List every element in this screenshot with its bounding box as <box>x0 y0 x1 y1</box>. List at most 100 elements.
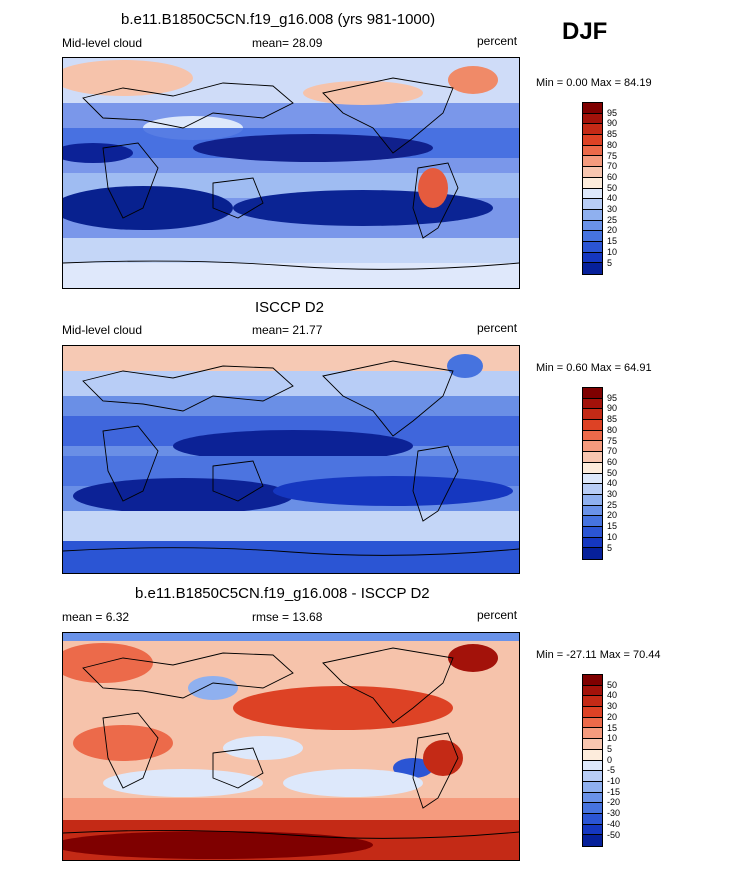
colorbar-swatch <box>583 675 602 686</box>
panel-3-rmse-label: rmse = 13.68 <box>252 610 323 624</box>
colorbar-swatch <box>583 781 602 793</box>
colorbar-tick-label: 95 <box>607 392 618 403</box>
colorbar-swatch <box>583 696 602 708</box>
colorbar-swatch <box>583 199 602 210</box>
colorbar-tick-label: 30 <box>607 204 618 214</box>
colorbar-swatch <box>583 813 602 825</box>
panel-3-units-label: percent <box>477 608 518 622</box>
colorbar-tick-label: 10 <box>607 246 618 257</box>
colorbar-tick-label: 25 <box>607 499 618 510</box>
panel-3-map-field <box>63 633 519 860</box>
panel-1-mean-label: mean= 28.09 <box>252 36 323 50</box>
colorbar-swatch <box>583 177 602 189</box>
colorbar-swatch <box>583 452 602 463</box>
colorbar-tick-label: 90 <box>607 118 618 129</box>
colorbar-tick-label: 80 <box>607 424 618 435</box>
colorbar-swatch <box>583 209 602 221</box>
colorbar-tick-label: -10 <box>607 776 621 786</box>
colorbar-swatch <box>583 707 602 718</box>
colorbar-swatch <box>583 516 602 527</box>
colorbar-tick-label: 5 <box>607 542 613 553</box>
panel-1-map <box>62 57 520 289</box>
colorbar-tick-label: 5 <box>607 257 613 268</box>
panel-1-colorbar <box>582 102 603 275</box>
panel-2-mean-label: mean= 21.77 <box>252 323 323 337</box>
colorbar-tick-label: 85 <box>607 414 618 425</box>
colorbar-tick-label: 20 <box>607 711 618 722</box>
panel-1-units-label: percent <box>477 34 518 48</box>
colorbar-tick-label: -40 <box>607 818 621 829</box>
colorbar-swatch <box>583 252 602 264</box>
colorbar-tick-label: 50 <box>607 467 618 478</box>
colorbar-swatch <box>583 685 602 697</box>
panel-2-minmax: Min = 0.60 Max = 64.91 <box>536 362 652 374</box>
colorbar-swatch <box>583 717 602 729</box>
colorbar-swatch <box>583 494 602 506</box>
colorbar-swatch <box>583 145 602 157</box>
colorbar-swatch <box>583 462 602 474</box>
colorbar-tick-label: 15 <box>607 236 618 247</box>
colorbar-tick-label: 0 <box>607 754 613 765</box>
colorbar-swatch <box>583 548 602 559</box>
colorbar-swatch <box>583 124 602 136</box>
colorbar-swatch <box>583 835 602 846</box>
colorbar-tick-label: 85 <box>607 129 618 140</box>
colorbar-swatch <box>583 824 602 836</box>
colorbar-tick-label: 5 <box>607 743 613 754</box>
panel-3-title: b.e11.B1850C5CN.f19_g16.008 - ISCCP D2 <box>135 585 430 602</box>
colorbar-swatch <box>583 188 602 200</box>
colorbar-swatch <box>583 167 602 178</box>
colorbar-swatch <box>583 156 602 168</box>
panel-1-left-label: Mid-level cloud <box>62 36 143 50</box>
colorbar-tick-label: 30 <box>607 701 618 712</box>
colorbar-swatch <box>583 760 602 772</box>
colorbar-tick-label: -5 <box>607 765 616 776</box>
colorbar-swatch <box>583 420 602 431</box>
colorbar-tick-label: 50 <box>607 679 618 690</box>
colorbar-tick-label: 10 <box>607 531 618 542</box>
colorbar-tick-label: -30 <box>607 808 621 819</box>
colorbar-tick-label: 40 <box>607 690 618 701</box>
colorbar-tick-label: -50 <box>607 829 621 840</box>
colorbar-swatch <box>583 430 602 442</box>
colorbar-tick-label: 20 <box>607 225 618 236</box>
colorbar-tick-label: 25 <box>607 214 618 225</box>
colorbar-swatch <box>583 473 602 485</box>
colorbar-tick-label: 30 <box>607 489 618 499</box>
colorbar-tick-label: 15 <box>607 521 618 532</box>
panel-2-map <box>62 345 520 574</box>
panel-2-colorbar <box>582 387 603 560</box>
colorbar-tick-label: 75 <box>607 435 618 446</box>
colorbar-swatch <box>583 220 602 232</box>
colorbar-swatch <box>583 728 602 740</box>
colorbar-swatch <box>583 409 602 421</box>
colorbar-swatch <box>583 505 602 517</box>
colorbar-swatch <box>583 739 602 750</box>
panel-1-map-field <box>63 58 519 288</box>
panel-2-left-label: Mid-level cloud <box>62 323 143 337</box>
colorbar-swatch <box>583 803 602 814</box>
colorbar-tick-label: 60 <box>607 456 618 467</box>
colorbar-tick-label: 60 <box>607 171 618 182</box>
colorbar-tick-label: 15 <box>607 722 618 733</box>
colorbar-tick-label: 75 <box>607 150 618 161</box>
colorbar-tick-label: 40 <box>607 478 618 489</box>
colorbar-tick-label: 50 <box>607 182 618 193</box>
panel-1-title: b.e11.B1850C5CN.f19_g16.008 (yrs 981-100… <box>121 11 436 28</box>
panel-3-minmax: Min = -27.11 Max = 70.44 <box>536 649 661 661</box>
colorbar-swatch <box>583 441 602 453</box>
colorbar-tick-label: 90 <box>607 403 618 414</box>
colorbar-swatch <box>583 103 602 114</box>
panel-2-units-label: percent <box>477 321 518 335</box>
panel-2-map-field <box>63 346 519 573</box>
colorbar-swatch <box>583 484 602 495</box>
colorbar-swatch <box>583 398 602 410</box>
colorbar-tick-label: 95 <box>607 107 618 118</box>
colorbar-tick-label: -15 <box>607 786 621 797</box>
colorbar-tick-label: 70 <box>607 161 618 172</box>
colorbar-tick-label: 10 <box>607 733 618 744</box>
colorbar-swatch <box>583 388 602 399</box>
panel-3-colorbar <box>582 674 603 847</box>
colorbar-tick-label: 20 <box>607 510 618 521</box>
colorbar-swatch <box>583 231 602 242</box>
